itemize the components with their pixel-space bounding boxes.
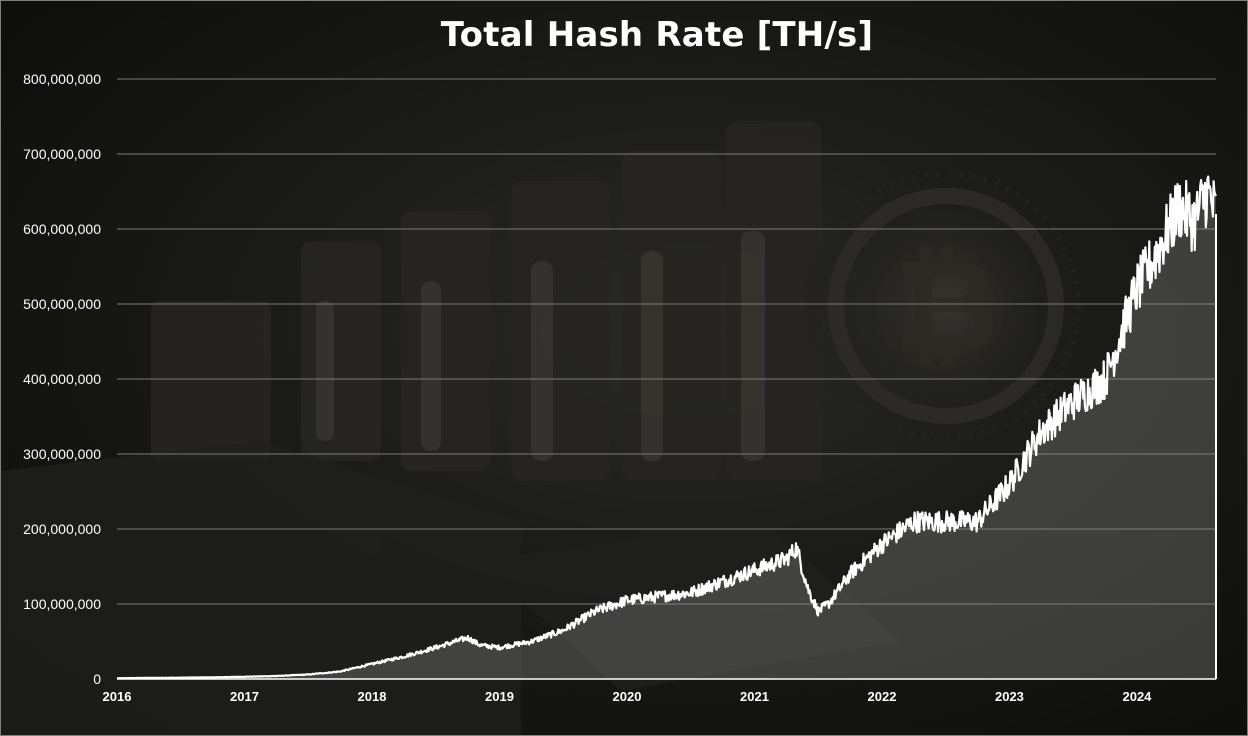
x-tick-label: 2024 xyxy=(1122,689,1152,704)
y-tick-label: 800,000,000 xyxy=(23,71,101,87)
y-tick-label: 700,000,000 xyxy=(23,146,101,162)
rig-highlights xyxy=(316,231,765,461)
axes xyxy=(117,214,1217,680)
y-tick-label: 200,000,000 xyxy=(23,521,101,537)
y-tick-label: 600,000,000 xyxy=(23,221,101,237)
chart-title: Total Hash Rate [TH/s] xyxy=(440,15,874,55)
x-tick-label: 2020 xyxy=(613,689,642,704)
area-layer xyxy=(116,175,1217,680)
floor-shapes xyxy=(1,441,901,735)
y-tick-label: 500,000,000 xyxy=(23,296,101,312)
x-tick-labels: 2016 2017 2018 2019 2020 2021 2022 2023 2024 xyxy=(103,689,1153,704)
hash-rate-area-fill xyxy=(117,176,1216,679)
x-tick-label: 2018 xyxy=(358,689,387,704)
x-tick-label: 2023 xyxy=(995,689,1024,704)
x-tick-label: 2019 xyxy=(485,689,514,704)
svg-text:₿: ₿ xyxy=(893,230,999,382)
y-tick-label: 0 xyxy=(93,671,101,687)
x-tick-label: 2017 xyxy=(230,689,259,704)
y-tick-label: 400,000,000 xyxy=(23,371,101,387)
hash-rate-line xyxy=(116,175,1217,680)
y-tick-labels: 0 100,000,000 200,000,000 300,000,000 400,00… xyxy=(23,71,101,687)
x-tick-label: 2021 xyxy=(740,689,769,704)
x-tick-label: 2016 xyxy=(103,689,132,704)
x-tick-label: 2022 xyxy=(868,689,897,704)
y-tick-label: 100,000,000 xyxy=(23,596,101,612)
gridlines xyxy=(117,78,1216,605)
y-tick-label: 300,000,000 xyxy=(23,446,101,462)
bitcoin-coin-emblem: ₿ xyxy=(796,156,1096,456)
